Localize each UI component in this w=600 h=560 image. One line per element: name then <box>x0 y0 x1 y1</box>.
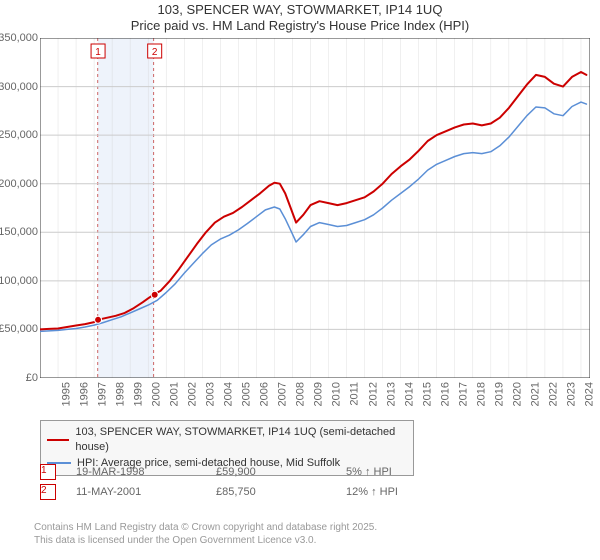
footer-line-2: This data is licensed under the Open Gov… <box>34 535 377 548</box>
x-tick-label: 2022 <box>547 382 559 406</box>
x-tick-label: 2008 <box>295 382 307 406</box>
y-tick-label: £0 <box>26 372 38 384</box>
x-tick-label: 2020 <box>511 382 523 406</box>
y-axis: £0£50,000£100,000£150,000£200,000£250,00… <box>0 38 40 378</box>
transactions-table: 1 19-MAR-1998 £59,900 5% ↑ HPI 2 11-MAY-2001 £… <box>40 462 466 502</box>
chart-root: { "title_line1": "103, SPENCER WAY, STOW… <box>0 0 600 560</box>
transaction-price: £85,750 <box>216 486 326 498</box>
legend-swatch <box>47 439 69 441</box>
transaction-tag: 1 <box>40 464 56 480</box>
x-tick-label: 1995 <box>60 382 72 406</box>
x-tick-label: 2004 <box>223 382 235 406</box>
plot-series: 12 <box>40 38 590 378</box>
plot-area: 12 <box>40 38 590 378</box>
x-tick-label: 2001 <box>169 382 181 406</box>
x-tick-label: 2011 <box>348 382 360 406</box>
x-tick-label: 2009 <box>313 382 325 406</box>
x-tick-label: 2024 <box>583 382 595 406</box>
transaction-date: 19-MAR-1998 <box>76 466 196 478</box>
y-tick-label: £200,000 <box>0 178 38 190</box>
x-axis: 1995 1996 1997 1998 1999 2000 2001 2002 2003 2004… <box>40 382 590 418</box>
x-tick-label: 2014 <box>403 382 415 406</box>
transaction-price: £59,900 <box>216 466 326 478</box>
x-tick-label: 2006 <box>259 382 271 406</box>
svg-text:2: 2 <box>152 47 158 58</box>
x-tick-label: 2013 <box>385 382 397 406</box>
transaction-date: 11-MAY-2001 <box>76 486 196 498</box>
chart-title: 103, SPENCER WAY, STOWMARKET, IP14 1UQ P… <box>0 0 600 35</box>
transaction-vs-hpi: 12% ↑ HPI <box>346 486 466 498</box>
y-tick-label: £350,000 <box>0 32 38 44</box>
x-tick-label: 2012 <box>367 382 379 406</box>
x-tick-label: 1998 <box>115 382 127 406</box>
x-tick-label: 2010 <box>331 382 343 406</box>
x-tick-label: 2015 <box>421 382 433 406</box>
transaction-tag: 2 <box>40 484 56 500</box>
x-tick-label: 2000 <box>151 382 163 406</box>
transaction-vs-hpi: 5% ↑ HPI <box>346 466 466 478</box>
x-tick-label: 2003 <box>205 382 217 406</box>
x-tick-label: 2018 <box>475 382 487 406</box>
title-line-1: 103, SPENCER WAY, STOWMARKET, IP14 1UQ <box>0 2 600 18</box>
y-tick-label: £100,000 <box>0 275 38 287</box>
y-tick-label: £300,000 <box>0 81 38 93</box>
legend-label: 103, SPENCER WAY, STOWMARKET, IP14 1UQ (… <box>75 425 407 456</box>
x-tick-label: 2021 <box>529 382 541 406</box>
transaction-row: 1 19-MAR-1998 £59,900 5% ↑ HPI <box>40 462 466 482</box>
legend-item: 103, SPENCER WAY, STOWMARKET, IP14 1UQ (… <box>47 425 407 456</box>
x-tick-label: 2019 <box>493 382 505 406</box>
x-tick-label: 1999 <box>133 382 145 406</box>
transaction-row: 2 11-MAY-2001 £85,750 12% ↑ HPI <box>40 482 466 502</box>
title-line-2: Price paid vs. HM Land Registry's House … <box>0 18 600 34</box>
x-tick-label: 2005 <box>241 382 253 406</box>
x-tick-label: 2002 <box>187 382 199 406</box>
x-tick-label: 2016 <box>439 382 451 406</box>
y-tick-label: £50,000 <box>0 323 38 335</box>
y-tick-label: £150,000 <box>0 226 38 238</box>
svg-text:1: 1 <box>95 47 101 58</box>
footer-line-1: Contains HM Land Registry data © Crown c… <box>34 522 377 535</box>
y-tick-label: £250,000 <box>0 129 38 141</box>
x-tick-label: 1996 <box>79 382 91 406</box>
x-tick-label: 1997 <box>97 382 109 406</box>
attribution-footer: Contains HM Land Registry data © Crown c… <box>34 522 377 547</box>
x-tick-label: 2023 <box>565 382 577 406</box>
x-tick-label: 2007 <box>277 382 289 406</box>
x-tick-label: 2017 <box>457 382 469 406</box>
